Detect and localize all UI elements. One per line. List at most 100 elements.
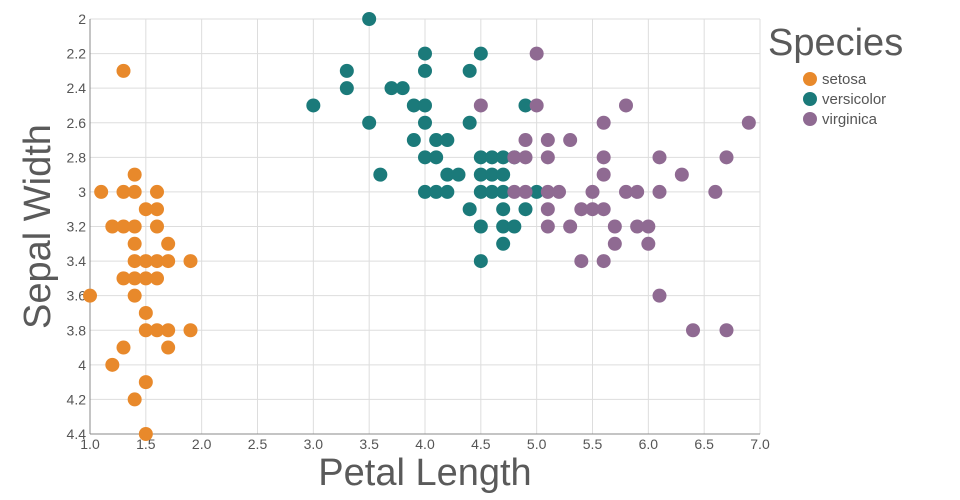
legend-label-virginica: virginica	[822, 111, 878, 128]
y-tick-label: 2.6	[67, 115, 87, 131]
data-point-virginica	[652, 288, 667, 303]
x-tick-label: 6.0	[639, 436, 659, 452]
data-point-virginica	[619, 184, 633, 199]
data-point-versicolor	[362, 12, 377, 26]
data-point-setosa	[127, 288, 142, 303]
data-point-versicolor	[496, 184, 511, 199]
legend-label-versicolor: versicolor	[822, 91, 886, 108]
data-point-virginica	[563, 133, 578, 148]
data-point-setosa	[138, 323, 153, 338]
data-point-versicolor	[440, 133, 455, 148]
data-point-virginica	[540, 202, 555, 217]
x-axis-title: Petal Length	[318, 452, 531, 494]
data-point-setosa	[161, 236, 176, 251]
legend-swatch-virginica	[803, 112, 817, 126]
data-point-virginica	[518, 150, 533, 165]
data-point-versicolor	[418, 184, 432, 199]
data-point-virginica	[518, 184, 533, 199]
data-point-virginica	[574, 202, 589, 217]
data-point-versicolor	[418, 98, 432, 113]
x-tick-label: 1.5	[136, 436, 156, 452]
data-point-versicolor	[507, 219, 522, 234]
legend-swatch-versicolor	[803, 92, 817, 106]
data-point-setosa	[127, 167, 142, 182]
data-point-versicolor	[384, 81, 399, 96]
data-point-virginica	[540, 133, 555, 148]
legend-title: Species	[768, 22, 903, 64]
data-point-virginica	[596, 202, 611, 217]
data-point-virginica	[641, 219, 656, 234]
data-point-versicolor	[485, 167, 499, 182]
data-point-virginica	[708, 184, 723, 199]
data-point-versicolor	[339, 63, 354, 78]
data-point-versicolor	[339, 81, 354, 96]
data-point-virginica	[540, 184, 555, 199]
x-tick-label: 1.0	[80, 436, 100, 452]
data-point-setosa	[150, 271, 164, 286]
data-point-versicolor	[418, 150, 432, 165]
data-point-versicolor	[429, 150, 444, 165]
y-tick-label: 3.8	[67, 322, 87, 338]
x-tick-label: 7.0	[750, 436, 770, 452]
data-point-versicolor	[306, 98, 321, 113]
data-point-virginica	[596, 150, 611, 165]
data-point-virginica	[652, 150, 667, 165]
data-point-setosa	[127, 236, 142, 251]
data-point-versicolor	[418, 63, 432, 78]
y-tick-label: 3	[78, 184, 86, 200]
data-point-versicolor	[473, 184, 488, 199]
legend-label-setosa: setosa	[822, 71, 867, 88]
data-point-virginica	[540, 150, 555, 165]
data-point-virginica	[529, 46, 544, 61]
data-point-versicolor	[485, 150, 499, 165]
data-point-versicolor	[529, 184, 544, 199]
data-point-setosa	[105, 357, 120, 372]
x-tick-label: 3.0	[304, 436, 324, 452]
y-axis-title: Sepal Width	[17, 124, 59, 329]
x-tick-label: 4.0	[415, 436, 435, 452]
data-point-versicolor	[373, 167, 388, 182]
data-point-virginica	[596, 115, 611, 130]
data-point-versicolor	[518, 98, 533, 113]
data-point-virginica	[719, 150, 734, 165]
data-points	[83, 12, 756, 441]
data-point-versicolor	[429, 184, 444, 199]
data-point-setosa	[183, 254, 198, 269]
data-point-virginica	[719, 323, 734, 338]
data-point-setosa	[94, 184, 109, 199]
data-point-setosa	[161, 323, 176, 338]
data-point-versicolor	[496, 219, 511, 234]
data-point-virginica	[507, 184, 522, 199]
data-point-versicolor	[496, 236, 511, 251]
data-point-versicolor	[451, 167, 466, 182]
data-point-setosa	[150, 219, 164, 234]
data-point-versicolor	[406, 133, 421, 148]
data-point-setosa	[83, 288, 97, 303]
data-point-virginica	[529, 98, 544, 113]
data-point-setosa	[138, 271, 153, 286]
data-point-virginica	[630, 219, 645, 234]
data-point-setosa	[116, 340, 131, 355]
data-point-setosa	[183, 323, 198, 338]
data-point-setosa	[116, 219, 131, 234]
data-point-virginica	[518, 133, 533, 148]
y-tick-label: 3.2	[67, 219, 87, 235]
x-tick-label: 2.5	[248, 436, 268, 452]
data-point-virginica	[674, 167, 689, 182]
data-point-versicolor	[462, 202, 477, 217]
data-point-setosa	[127, 184, 142, 199]
data-point-setosa	[127, 219, 142, 234]
data-point-versicolor	[473, 254, 488, 269]
data-point-versicolor	[473, 167, 488, 182]
data-point-versicolor	[418, 115, 432, 130]
data-point-setosa	[138, 427, 153, 441]
data-point-versicolor	[429, 133, 444, 148]
data-point-setosa	[105, 219, 120, 234]
data-point-versicolor	[440, 167, 455, 182]
data-point-versicolor	[496, 202, 511, 217]
data-point-setosa	[150, 184, 164, 199]
data-point-setosa	[138, 254, 153, 269]
data-point-setosa	[150, 202, 164, 217]
data-point-versicolor	[485, 184, 499, 199]
data-point-versicolor	[462, 115, 477, 130]
